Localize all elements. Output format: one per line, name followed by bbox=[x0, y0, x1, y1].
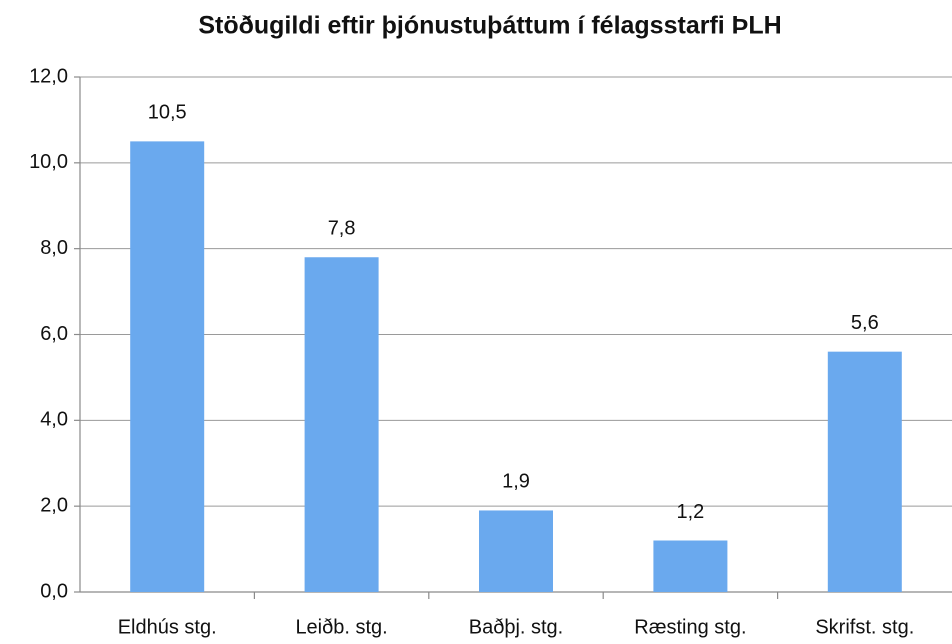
bar bbox=[479, 510, 553, 592]
data-label: 5,6 bbox=[851, 312, 879, 334]
y-tick-label: 6,0 bbox=[40, 323, 68, 345]
data-label: 7,8 bbox=[328, 218, 356, 240]
x-tick-label: Skrifst. stg. bbox=[815, 616, 914, 638]
y-tick-label: 2,0 bbox=[40, 494, 68, 516]
x-tick-label: Leiðb. stg. bbox=[295, 616, 387, 638]
y-tick-label: 8,0 bbox=[40, 237, 68, 259]
bar bbox=[304, 257, 379, 592]
data-label: 1,9 bbox=[502, 471, 530, 493]
x-tick-label: Baðþj. stg. bbox=[469, 616, 564, 638]
data-label: 1,2 bbox=[676, 501, 704, 523]
x-tick-label: Ræsting stg. bbox=[634, 616, 746, 638]
y-tick-label: 10,0 bbox=[29, 151, 68, 173]
data-label: 10,5 bbox=[148, 102, 187, 124]
chart-title: Stöðugildi eftir þjónustuþáttum í félags… bbox=[198, 12, 781, 40]
y-tick-label: 12,0 bbox=[29, 65, 68, 87]
bar bbox=[130, 141, 205, 592]
y-tick-label: 4,0 bbox=[40, 409, 68, 431]
bar bbox=[653, 540, 728, 592]
y-tick-label: 0,0 bbox=[40, 580, 68, 602]
bar bbox=[827, 351, 902, 592]
x-tick-label: Eldhús stg. bbox=[118, 616, 217, 638]
